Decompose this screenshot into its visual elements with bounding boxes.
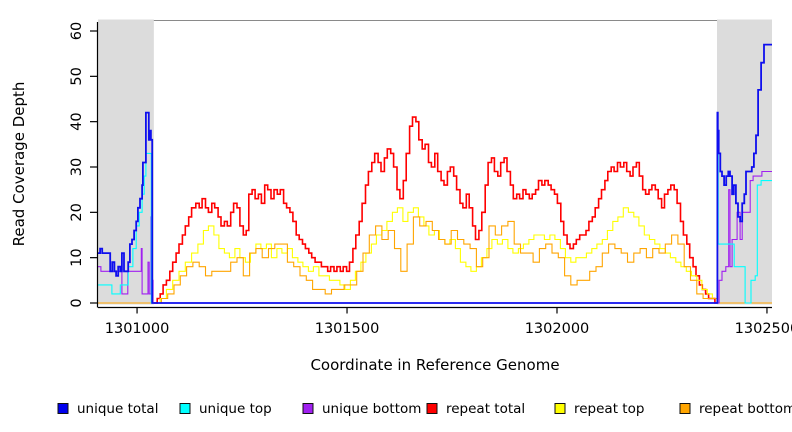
legend-item: repeat total	[426, 401, 525, 417]
series-unique-bottom	[98, 170, 772, 304]
y-tick-label: 50	[69, 67, 85, 85]
legend-swatch-unique-bottom	[302, 403, 314, 414]
y-tick-label: 60	[69, 22, 85, 40]
legend-swatch-unique-top	[179, 403, 191, 414]
shaded-region	[716, 19, 772, 305]
series-unique-top	[98, 152, 772, 304]
series-repeat-bottom	[98, 216, 772, 304]
legend-label: repeat total	[446, 401, 525, 417]
legend-label: repeat top	[574, 401, 644, 417]
legend-item: unique total	[57, 401, 158, 417]
y-tick-label: 30	[69, 158, 85, 176]
plot-background	[98, 19, 772, 305]
legend-item: repeat top	[554, 401, 644, 417]
series-unique-total	[98, 43, 772, 304]
legend-label: unique total	[77, 401, 158, 417]
legend-label: repeat bottom	[699, 401, 792, 417]
legend: unique total unique top unique bottom repea…	[57, 401, 792, 417]
legend-swatch-repeat-top	[554, 403, 566, 414]
legend-label: unique bottom	[322, 401, 421, 417]
y-tick-label: 20	[69, 203, 85, 221]
y-tick-label: 40	[69, 112, 85, 130]
x-tick-label: 1301500	[315, 321, 380, 337]
x-tick-label: 1302000	[525, 321, 590, 337]
x-tick-label: 1301000	[105, 321, 170, 337]
legend-label: unique top	[199, 401, 272, 417]
series-lines	[98, 43, 772, 304]
y-axis-title: Read Coverage Depth	[10, 82, 28, 247]
legend-item: repeat bottom	[679, 401, 792, 417]
series-repeat-total	[153, 116, 717, 304]
legend-swatch-repeat-total	[426, 403, 438, 414]
series-repeat-top	[153, 207, 718, 304]
y-tick-label: 0	[69, 298, 85, 307]
legend-item: unique bottom	[302, 401, 421, 417]
y-tick-label: 10	[69, 248, 85, 266]
legend-swatch-unique-total	[57, 403, 69, 414]
x-axis-title: Coordinate in Reference Genome	[310, 356, 559, 374]
legend-item: unique top	[179, 401, 272, 417]
legend-swatch-repeat-bottom	[679, 403, 691, 414]
